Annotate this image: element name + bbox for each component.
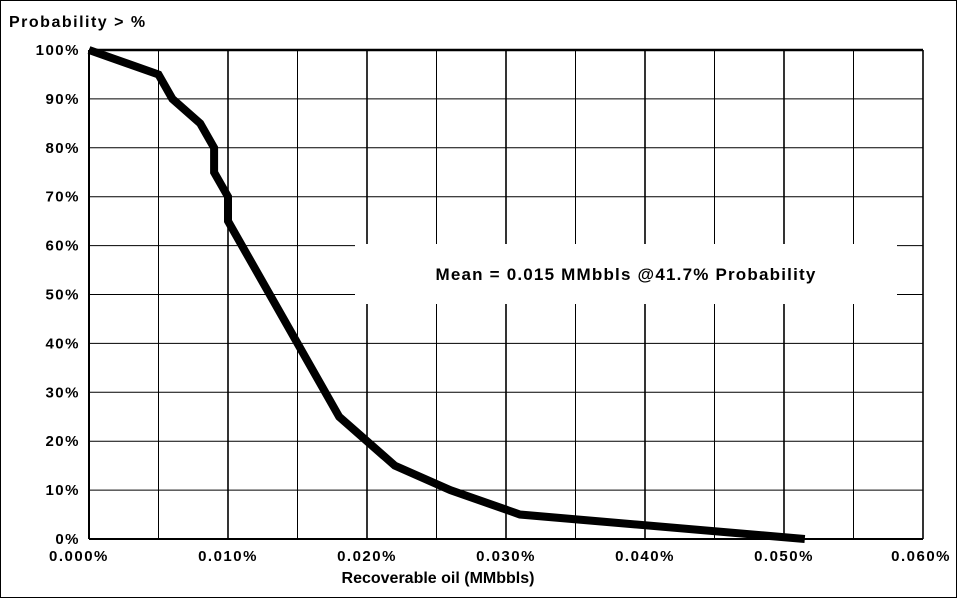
y-tick-label: 50%	[45, 287, 80, 304]
y-tick-label: 90%	[45, 91, 80, 108]
y-tick-label: 40%	[45, 335, 80, 352]
x-tick-labels: 0.000% 0.010% 0.020% 0.030% 0.040% 0.050% 0.06…	[49, 548, 951, 565]
x-tick-label: 0.010%	[198, 548, 258, 565]
y-tick-label: 10%	[45, 482, 80, 499]
y-tick-label: 100%	[36, 42, 80, 59]
y-tick-labels: 0% 10% 20% 30% 40% 50% 60% 70% 80% 90% 100%	[36, 42, 80, 548]
mean-annotation: Mean = 0.015 MMbbls @41.7% Probability	[435, 265, 816, 284]
y-tick-label: 0%	[55, 531, 80, 548]
y-tick-label: 80%	[45, 140, 80, 157]
y-axis-title: Probability > %	[9, 14, 147, 31]
x-tick-label: 0.030%	[476, 548, 536, 565]
y-tick-label: 60%	[45, 238, 80, 255]
x-tick-label: 0.000%	[49, 548, 109, 565]
series-line	[87, 46, 806, 543]
y-tick-label: 70%	[45, 189, 80, 206]
x-tick-label: 0.060%	[891, 548, 951, 565]
x-tick-label: 0.020%	[337, 548, 397, 565]
x-tick-label: 0.050%	[754, 548, 814, 565]
annotation-background	[355, 244, 897, 304]
x-tick-label: 0.040%	[615, 548, 675, 565]
y-tick-label: 20%	[45, 433, 80, 450]
x-axis-title: Recoverable oil (MMbbls)	[342, 570, 535, 587]
y-tick-label: 30%	[45, 384, 80, 401]
